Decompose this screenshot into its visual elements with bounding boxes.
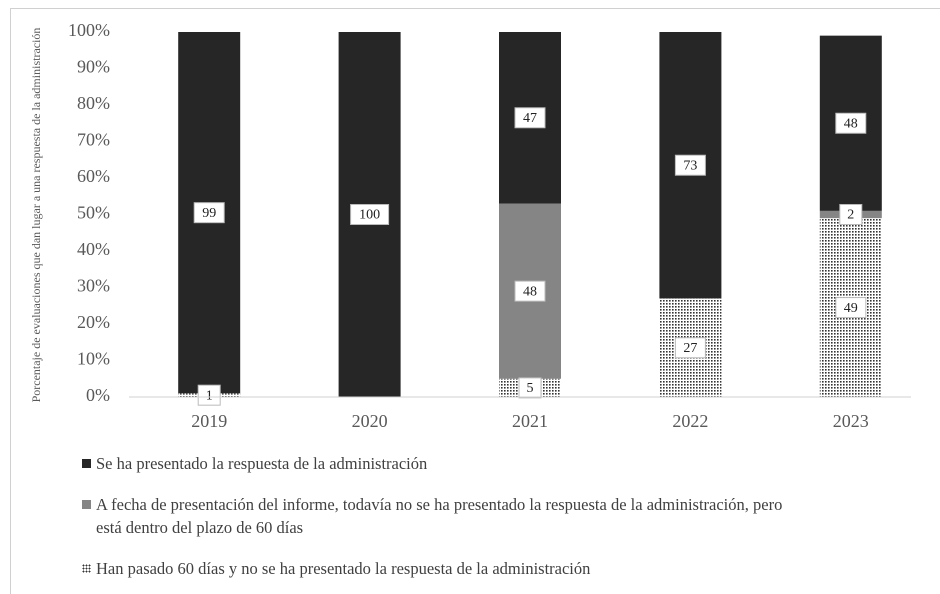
legend-label: Han pasado 60 días y no se ha presentado… — [96, 559, 591, 578]
legend-item: A fecha de presentación del informe, tod… — [82, 493, 802, 539]
value-label-box — [835, 112, 867, 134]
y-tick-label: 30% — [77, 276, 110, 296]
value-label-box — [674, 154, 706, 176]
y-tick-label: 60% — [77, 166, 110, 186]
value-label: 49 — [844, 301, 858, 316]
value-label-box — [514, 280, 546, 302]
value-label: 99 — [202, 206, 216, 221]
y-tick-label: 80% — [77, 93, 110, 113]
x-tick-label: 2019 — [191, 411, 227, 431]
x-tick-label: 2022 — [672, 411, 708, 431]
value-label: 1 — [206, 388, 213, 403]
value-label-box — [674, 337, 706, 359]
y-tick-label: 0% — [86, 385, 110, 405]
value-label: 5 — [527, 381, 534, 396]
value-label: 47 — [523, 111, 537, 126]
y-axis-label: Porcentaje de evaluaciones que dan lugar… — [29, 28, 43, 403]
value-label-box — [350, 204, 390, 225]
y-tick-label: 100% — [68, 20, 110, 40]
y-tick-label: 20% — [77, 312, 110, 332]
x-tick-label: 2021 — [512, 411, 548, 431]
y-tick-label: 70% — [77, 130, 110, 150]
legend: Se ha presentado la respuesta de la admi… — [82, 452, 802, 594]
legend-swatch — [82, 459, 91, 468]
value-label: 27 — [683, 341, 697, 356]
value-label-box — [197, 384, 221, 406]
legend-item: Se ha presentado la respuesta de la admi… — [82, 452, 802, 475]
value-label: 73 — [683, 158, 697, 173]
value-label: 2 — [847, 208, 854, 223]
value-label-box — [514, 107, 546, 129]
legend-swatch — [82, 500, 91, 509]
y-tick-label: 10% — [77, 349, 110, 369]
x-tick-label: 2020 — [352, 411, 388, 431]
legend-item: Han pasado 60 días y no se ha presentado… — [82, 557, 802, 580]
legend-label: A fecha de presentación del informe, tod… — [96, 495, 783, 537]
value-label-box — [839, 204, 863, 225]
value-label-box — [518, 377, 542, 399]
value-label: 48 — [844, 116, 858, 131]
value-label-box — [193, 202, 225, 224]
chart-border — [10, 8, 940, 594]
x-tick-label: 2023 — [833, 411, 869, 431]
y-tick-label: 40% — [77, 239, 110, 259]
legend-swatch — [82, 564, 91, 573]
y-tick-label: 90% — [77, 57, 110, 77]
y-tick-label: 50% — [77, 203, 110, 223]
value-label-box — [835, 297, 867, 319]
legend-label: Se ha presentado la respuesta de la admi… — [96, 454, 428, 473]
value-label: 48 — [523, 284, 537, 299]
value-label: 100 — [359, 208, 380, 223]
